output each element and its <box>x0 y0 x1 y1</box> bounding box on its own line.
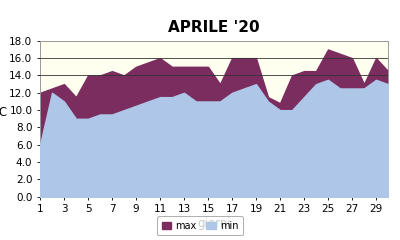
Legend: max, min: max, min <box>157 216 243 235</box>
X-axis label: giorni: giorni <box>197 217 231 230</box>
Y-axis label: °C: °C <box>0 106 8 119</box>
Title: APRILE '20: APRILE '20 <box>168 20 260 36</box>
